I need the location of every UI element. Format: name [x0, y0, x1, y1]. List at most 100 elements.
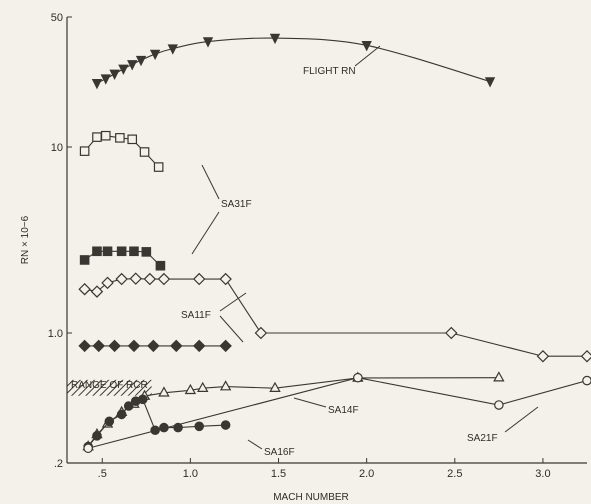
range-band-group [67, 379, 152, 396]
data-point [157, 272, 171, 286]
arrow-sa31f-down [191, 211, 220, 255]
data-point [254, 326, 268, 340]
y-tick-label: 1.0 [48, 328, 63, 340]
data-point [582, 375, 591, 386]
data-point [78, 339, 91, 353]
data-point [104, 416, 115, 427]
data-point [219, 339, 232, 353]
data-point [194, 421, 205, 432]
data-point [137, 394, 148, 405]
data-point [129, 272, 142, 285]
data-point [536, 349, 550, 363]
data-point [141, 247, 152, 257]
arrow-sa14f [293, 397, 327, 408]
data-point [220, 420, 231, 430]
data-point [92, 246, 102, 257]
y-axis-title: RN × 10−6 [20, 215, 31, 264]
label-range: RANGE OF RCR [71, 380, 148, 391]
data-point [92, 431, 102, 441]
series-group [78, 33, 591, 454]
data-point [79, 146, 90, 156]
data-point [100, 130, 111, 141]
data-point [92, 339, 105, 353]
series-line [88, 377, 588, 449]
data-point [484, 77, 496, 88]
annotations-group: FLIGHT RN SA31F SA11F SA14F SA16F SA21F … [71, 45, 539, 458]
arrow-sa11f-up [219, 292, 247, 312]
data-point [123, 401, 134, 411]
range-rcr-band [67, 379, 152, 396]
data-point [580, 349, 591, 363]
label-sa16f: SA16F [264, 447, 295, 458]
label-sa14f: SA14F [328, 405, 359, 416]
data-point [127, 134, 138, 145]
series-3 [78, 272, 591, 363]
data-point [202, 37, 214, 48]
data-point [219, 380, 232, 391]
data-point [91, 79, 103, 90]
label-sa11f: SA11F [181, 310, 211, 321]
data-point [83, 443, 93, 454]
x-tick-label: 2.5 [447, 468, 462, 480]
data-point [127, 60, 138, 71]
series-line [96, 37, 491, 84]
data-point [153, 162, 164, 172]
data-point [170, 339, 183, 353]
data-point [115, 272, 128, 286]
data-point [269, 381, 281, 392]
series-4 [78, 339, 232, 353]
data-point [269, 33, 281, 45]
series-0 [91, 33, 496, 90]
x-tick-label: 2.0 [359, 468, 374, 480]
data-point [127, 339, 141, 353]
data-point [118, 64, 129, 75]
data-point [184, 383, 197, 395]
data-point [167, 44, 178, 55]
data-point [147, 339, 160, 353]
data-point [108, 339, 121, 353]
x-tick-label: 1.0 [183, 468, 198, 480]
data-point [143, 272, 157, 286]
data-point [129, 246, 139, 257]
label-flight: FLIGHT RN [303, 66, 356, 77]
axes: .5 1.0 1.5 2.0 2.5 3.0 .2 1.0 10 50 MACH NUMBER RN … [20, 12, 587, 503]
data-point [79, 255, 90, 265]
data-point [197, 381, 209, 392]
data-point [192, 272, 206, 286]
series-6 [83, 394, 231, 452]
y-tick-label: 50 [51, 12, 63, 24]
data-point [139, 147, 150, 157]
data-point [116, 246, 127, 257]
y-tick-label: .2 [54, 458, 63, 470]
data-point [100, 74, 111, 85]
arrow-sa31f-up [201, 164, 220, 200]
data-point [192, 339, 206, 353]
label-sa31f: SA31F [221, 199, 252, 210]
x-axis-title: MACH NUMBER [273, 492, 349, 503]
data-point [361, 41, 372, 52]
label-sa21f: SA21F [467, 433, 498, 444]
data-point [445, 326, 458, 340]
data-point [101, 276, 114, 290]
data-point [493, 371, 505, 382]
data-point [92, 132, 102, 142]
data-point [115, 133, 125, 143]
arrow-sa11f-down [219, 315, 244, 343]
data-point [155, 260, 166, 271]
data-point [158, 386, 170, 397]
arrow-sa16f [247, 439, 263, 450]
data-point [78, 282, 91, 296]
x-tick-label: 3.0 [535, 468, 550, 480]
data-point [109, 69, 120, 81]
x-tick-label: .5 [98, 468, 107, 480]
series-2 [79, 246, 166, 271]
arrow-sa21f [504, 406, 539, 433]
data-point [116, 409, 127, 420]
data-point [135, 55, 147, 67]
data-point [494, 400, 504, 410]
arrow-flight [354, 45, 381, 67]
data-point [149, 49, 161, 61]
series-7 [83, 372, 591, 454]
x-tick-label: 1.5 [271, 468, 286, 480]
